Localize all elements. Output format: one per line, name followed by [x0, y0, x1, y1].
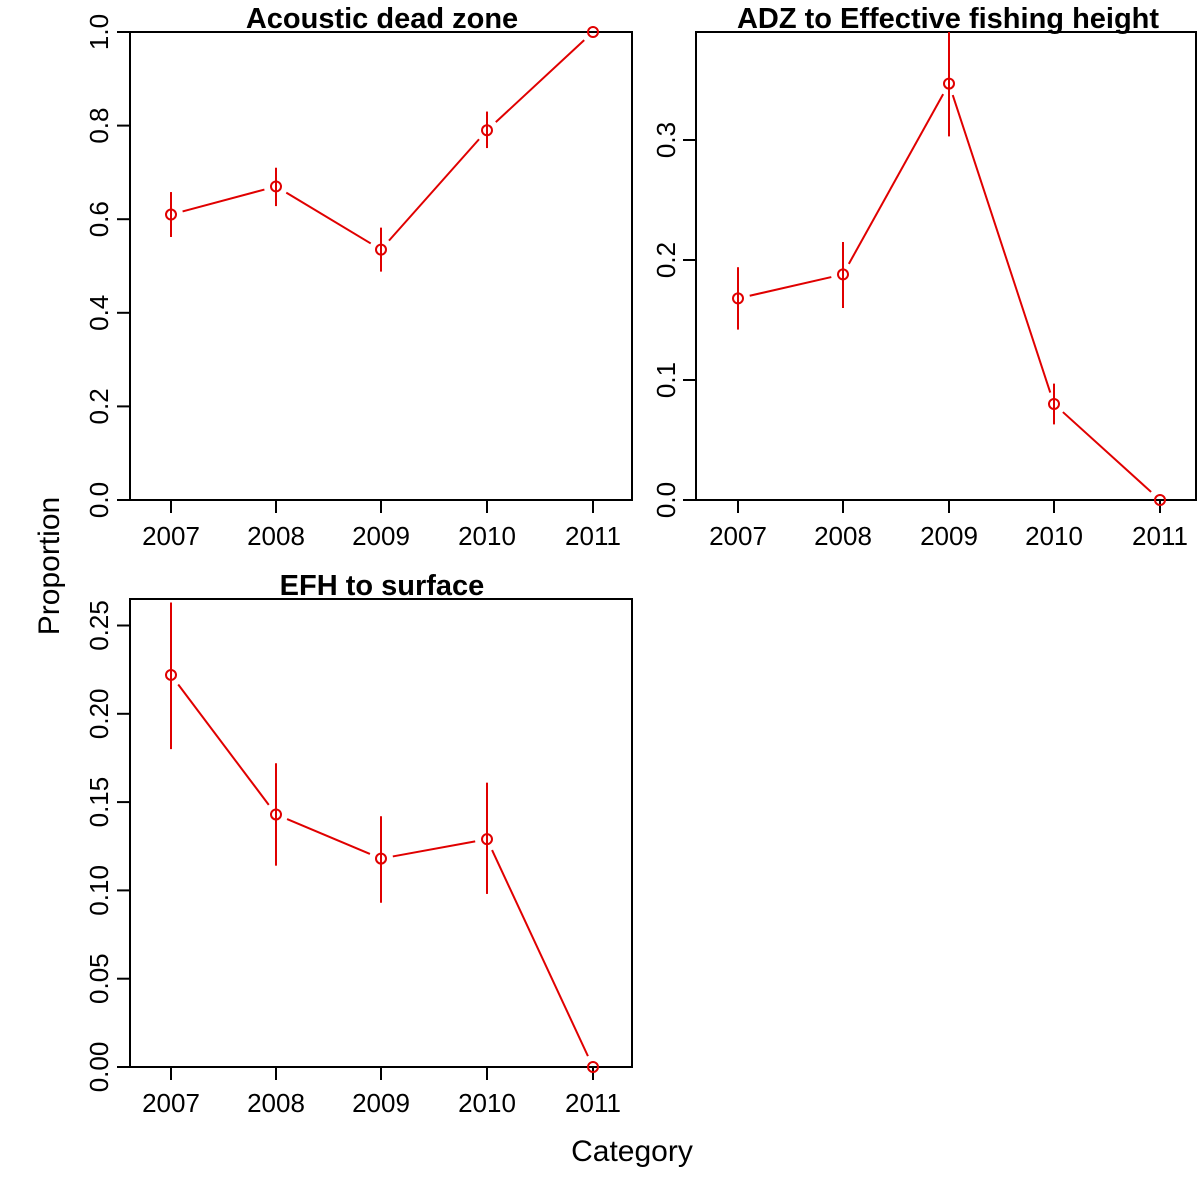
x-axis-label: Category [571, 1135, 693, 1168]
data-point [837, 268, 849, 281]
series-line-segment [388, 138, 480, 242]
x-tick-label: 2009 [352, 521, 410, 551]
panels: Acoustic dead zone 2007 2008 2009 2010 2011 0.… [84, 3, 1197, 1118]
data-point [481, 833, 493, 846]
x-tick-label: 2010 [1025, 521, 1083, 551]
data-point [1154, 494, 1166, 506]
panel-title: Acoustic dead zone [246, 3, 518, 35]
data-point [375, 243, 387, 256]
series-line-segment [847, 93, 945, 265]
x-tick-label: 2007 [142, 521, 200, 551]
y-tick-label: 0.20 [84, 688, 114, 739]
y-axis-label: Proportion [33, 497, 66, 635]
data-point [270, 808, 282, 821]
series-line-segment [177, 683, 270, 806]
x-tick-label: 2010 [458, 1088, 516, 1118]
series-line-segment [392, 840, 476, 858]
panel-1: Acoustic dead zone 2007 2008 2009 2010 2011 0.… [84, 3, 633, 551]
y-tick-label: 0.4 [84, 295, 114, 331]
y-tick-label: 0.8 [84, 108, 114, 144]
panel-3: EFH to surface 2007 2008 2009 2010 2011 0.00 0.… [84, 570, 633, 1118]
series-line-segment [495, 39, 585, 123]
x-tick-label: 2007 [142, 1088, 200, 1118]
y-tick-label: 0.1 [651, 362, 681, 398]
data-point [732, 292, 744, 305]
y-tick-label: 0.3 [651, 122, 681, 158]
y-tick-label: 0.2 [84, 388, 114, 424]
x-tick-label: 2011 [565, 521, 621, 551]
data-point [587, 26, 599, 38]
y-tick-label: 1.0 [84, 14, 114, 50]
y-tick-label: 0.15 [84, 777, 114, 828]
x-tick-label: 2011 [565, 1088, 621, 1118]
x-tick-label: 2008 [814, 521, 872, 551]
y-tick-label: 0.25 [84, 600, 114, 651]
data-point [270, 180, 282, 193]
panel-2: ADZ to Effective fishing height 2007 2008 2… [651, 3, 1197, 551]
y-tick-label: 0.2 [651, 242, 681, 278]
x-tick-label: 2011 [1132, 521, 1188, 551]
y-tick-label: 0.00 [84, 1042, 114, 1093]
series-line-segment [951, 94, 1052, 393]
y-tick-label: 0.0 [651, 482, 681, 518]
y-tick-label: 0.6 [84, 201, 114, 237]
plot-frame [695, 31, 1197, 501]
data-point [1048, 398, 1060, 410]
panel-title: EFH to surface [280, 570, 485, 602]
x-tick-label: 2009 [352, 1088, 410, 1118]
data-point [587, 1061, 599, 1073]
x-tick-label: 2010 [458, 521, 516, 551]
x-tick-label: 2007 [709, 521, 767, 551]
series-line-segment [182, 188, 265, 213]
series-line-segment [491, 849, 589, 1057]
y-tick-label: 0.05 [84, 953, 114, 1004]
series-line-segment [286, 818, 371, 855]
data-point [165, 668, 177, 681]
y-tick-label: 0.10 [84, 865, 114, 916]
x-tick-label: 2009 [920, 521, 978, 551]
data-point [481, 124, 493, 137]
data-point [375, 852, 387, 865]
series-line-segment [749, 276, 832, 297]
x-tick-label: 2008 [247, 1088, 305, 1118]
series-line-segment [1062, 411, 1152, 493]
data-point [943, 77, 955, 90]
x-tick-label: 2008 [247, 521, 305, 551]
data-point [165, 208, 177, 221]
y-tick-label: 0.0 [84, 482, 114, 518]
series-line-segment [285, 191, 372, 245]
panel-title: ADZ to Effective fishing height [737, 3, 1159, 35]
